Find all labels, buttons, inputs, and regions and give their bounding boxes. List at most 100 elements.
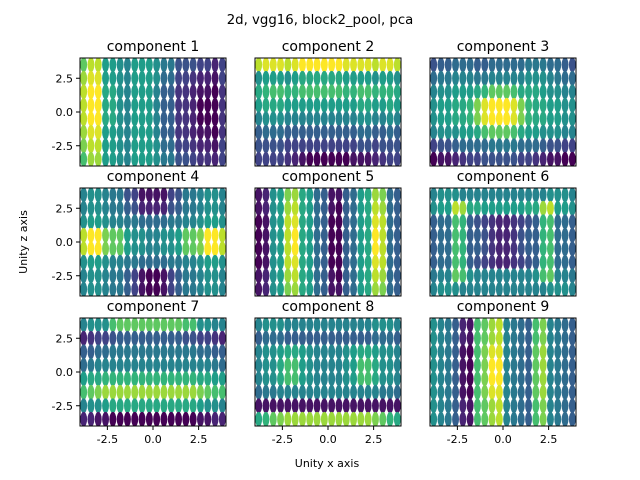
scatter-point	[532, 151, 540, 166]
scatter-point	[299, 227, 306, 243]
scatter-point	[182, 281, 190, 296]
scatter-point	[102, 241, 110, 257]
scatter-point	[189, 268, 197, 284]
scatter-point	[138, 281, 146, 296]
scatter-point	[554, 97, 562, 113]
scatter-point	[539, 227, 547, 243]
scatter-point	[102, 214, 110, 230]
scatter-point	[131, 330, 139, 346]
scatter-point	[262, 398, 270, 414]
scatter-point	[335, 384, 343, 400]
scatter-point	[495, 371, 503, 387]
scatter-point	[80, 84, 88, 100]
scatter-point	[437, 58, 445, 73]
scatter-point	[539, 138, 547, 154]
scatter-point	[80, 214, 88, 230]
scatter-point	[284, 200, 292, 216]
scatter-point	[218, 254, 226, 270]
scatter-point	[459, 138, 467, 154]
scatter-point	[386, 357, 394, 373]
scatter-point	[466, 318, 474, 333]
scatter-point	[313, 330, 321, 346]
scatter-point	[218, 111, 226, 127]
scatter-point	[160, 241, 168, 257]
scatter-point	[357, 330, 365, 346]
scatter-point	[80, 111, 88, 127]
scatter-point	[525, 241, 532, 257]
scatter-point	[218, 318, 226, 333]
scatter-points	[80, 58, 226, 166]
scatter-point	[459, 214, 467, 230]
scatter-point	[474, 188, 481, 203]
scatter-point	[488, 318, 496, 333]
scatter-point	[102, 111, 110, 127]
scatter-point	[87, 151, 95, 166]
scatter-point	[437, 254, 445, 270]
scatter-point	[313, 227, 321, 243]
scatter-point	[145, 254, 153, 270]
scatter-point	[561, 330, 569, 346]
scatter-point	[481, 97, 489, 113]
scatter-point	[444, 188, 452, 203]
scatter-point	[547, 411, 554, 426]
scatter-point	[153, 411, 161, 426]
scatter-point	[510, 124, 518, 140]
scatter-point	[430, 398, 438, 414]
scatter-point	[547, 281, 554, 296]
scatter-point	[532, 398, 540, 414]
scatter-point	[561, 241, 569, 257]
scatter-point	[561, 58, 569, 73]
scatter-point	[116, 97, 124, 113]
scatter-point	[204, 411, 212, 426]
scatter-point	[379, 281, 387, 296]
scatter-point	[211, 200, 219, 216]
scatter-point	[495, 344, 503, 360]
scatter-point	[320, 384, 328, 400]
scatter-point	[481, 254, 489, 270]
scatter-point	[291, 254, 299, 270]
scatter-point	[452, 138, 459, 154]
scatter-point	[167, 398, 175, 414]
scatter-point	[262, 254, 270, 270]
scatter-point	[102, 330, 110, 346]
scatter-point	[350, 124, 357, 140]
scatter-point	[488, 97, 496, 113]
scatter-point	[277, 330, 284, 346]
scatter-point	[481, 281, 489, 296]
scatter-point	[430, 254, 438, 270]
scatter-point	[175, 344, 182, 360]
scatter-point	[379, 384, 387, 400]
scatter-point	[189, 384, 197, 400]
scatter-point	[124, 254, 131, 270]
scatter-point	[481, 398, 489, 414]
scatter-point	[510, 357, 518, 373]
scatter-point	[131, 281, 139, 296]
scatter-point	[539, 330, 547, 346]
scatter-point	[328, 344, 336, 360]
scatter-point	[444, 58, 452, 73]
scatter-point	[131, 398, 139, 414]
scatter-point	[517, 124, 525, 140]
scatter-point	[284, 188, 292, 203]
scatter-point	[197, 357, 204, 373]
scatter-point	[320, 124, 328, 140]
scatter-point	[175, 330, 182, 346]
scatter-point	[269, 254, 277, 270]
scatter-point	[116, 84, 124, 100]
scatter-point	[568, 398, 576, 414]
scatter-point	[269, 227, 277, 243]
scatter-point	[386, 138, 394, 154]
scatter-point	[160, 124, 168, 140]
scatter-point	[561, 411, 569, 426]
scatter-point	[466, 371, 474, 387]
scatter-point	[262, 357, 270, 373]
scatter-point	[313, 70, 321, 86]
scatter-point	[444, 384, 452, 400]
scatter-point	[503, 151, 511, 166]
scatter-point	[153, 111, 161, 127]
scatter-point	[372, 254, 379, 270]
scatter-point	[175, 124, 182, 140]
scatter-point	[372, 330, 379, 346]
scatter-point	[153, 151, 161, 166]
scatter-point	[342, 330, 350, 346]
